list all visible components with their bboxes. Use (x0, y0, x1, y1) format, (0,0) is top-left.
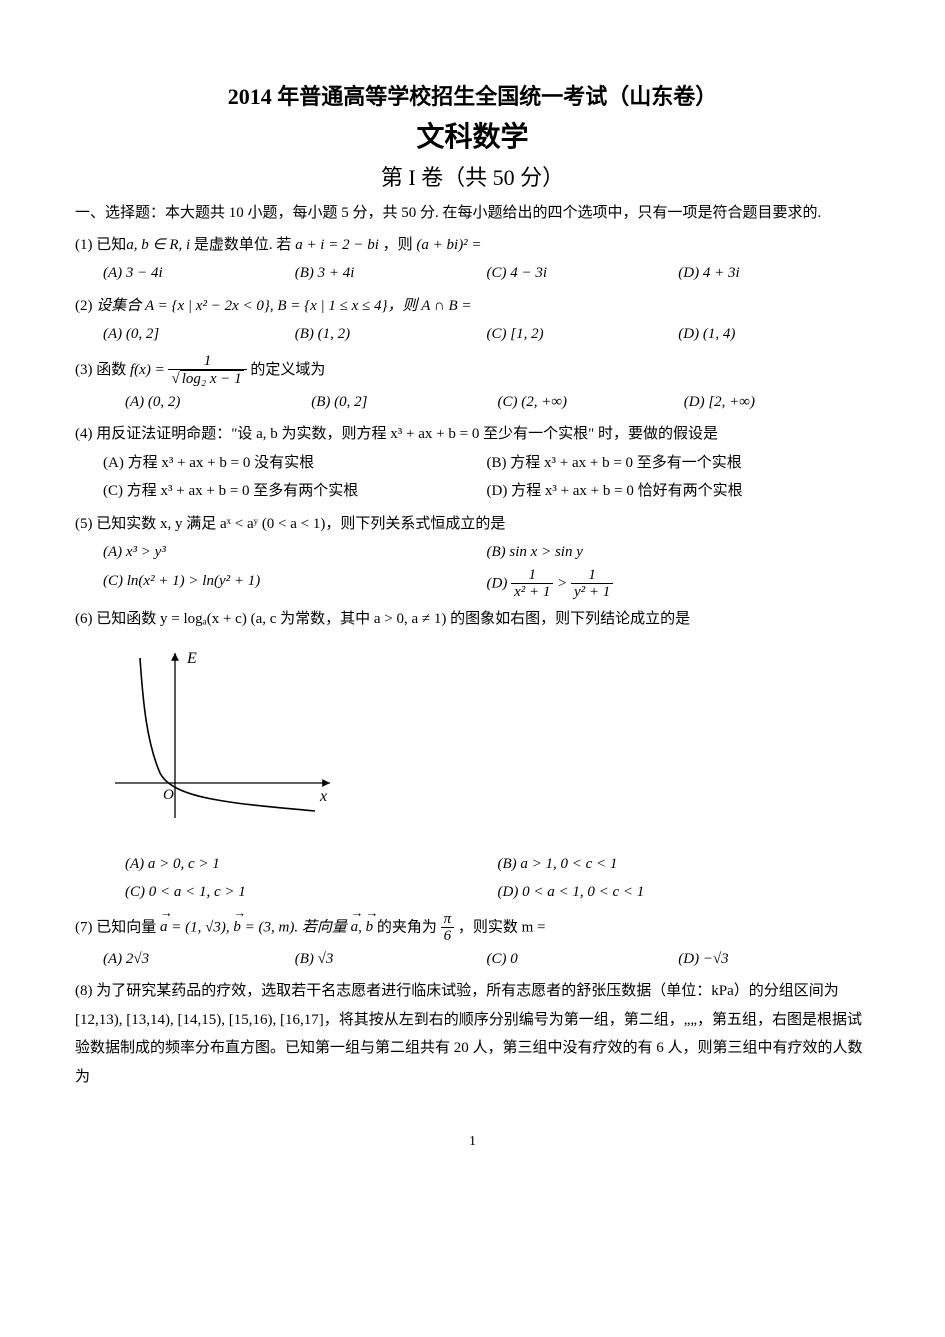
q7-stem-post: ，则实数 m = (458, 919, 546, 935)
question-3: (3) 函数 f(x) = 1 √log₂ x − 1 的定义域为 (A) (0… (75, 353, 870, 417)
q3-stem-pre: 函数 (96, 361, 126, 377)
exam-subject: 文科数学 (75, 117, 870, 159)
q7-opt-d: (D) −√3 (678, 945, 870, 974)
q1-opt-a: (A) 3 − 4i (103, 259, 295, 288)
q5-num: (5) (75, 516, 93, 532)
q7-opt-a: (A) 2√3 (103, 945, 295, 974)
section-intro: 一、选择题：本大题共 10 小题，每小题 5 分，共 50 分. 在每小题给出的… (75, 202, 870, 225)
question-1: (1) 已知a, b ∈ R, i 是虚数单位. 若 a + i = 2 − b… (75, 231, 870, 288)
q5-opt-a: (A) x³ > y³ (103, 538, 487, 567)
q2-opt-d: (D) (1, 4) (678, 320, 870, 349)
log-curve-figure: E x O (105, 643, 345, 833)
q7-stem-mid: 的夹角为 (377, 919, 437, 935)
origin-label: O (163, 787, 174, 803)
q7-frac-den: 6 (441, 928, 455, 945)
q7-stem-pre: 已知向量 (96, 919, 156, 935)
question-5: (5) 已知实数 x, y 满足 aˣ < aʸ (0 < a < 1)，则下列… (75, 510, 870, 601)
exam-title: 2014 年普通高等学校招生全国统一考试（山东卷） (75, 80, 870, 113)
question-8: (8) 为了研究某药品的疗效，选取若干名志愿者进行临床试验，所有志愿者的舒张压数… (75, 977, 870, 1091)
q1-opt-b: (B) 3 + 4i (295, 259, 487, 288)
q3-opt-b: (B) (0, 2] (311, 388, 497, 417)
q6-opt-d: (D) 0 < a < 1, 0 < c < 1 (498, 878, 871, 907)
q5-opt-d: (D) 1x² + 1 > 1y² + 1 (487, 567, 871, 601)
exam-section: 第 I 卷（共 50 分） (75, 161, 870, 194)
q4-stem: 用反证法证明命题："设 a, b 为实数，则方程 x³ + ax + b = 0… (96, 426, 718, 442)
question-7: (7) 已知向量 a = (1, √3), b = (3, m). 若向量 a,… (75, 911, 870, 974)
q1-stem-pre: 已知 (96, 237, 126, 253)
q3-stem-post: 的定义域为 (250, 361, 325, 377)
q5-d-f2d: y² + 1 (571, 584, 613, 601)
q6-opt-c: (C) 0 < a < 1, c > 1 (125, 878, 498, 907)
q1-opt-c: (C) 4 − 3i (487, 259, 679, 288)
q5-d-mid: > (557, 575, 571, 591)
q7-b-val: = (3, m). 若向量 (241, 919, 347, 935)
q7-num: (7) (75, 919, 93, 935)
q8-stem: 为了研究某药品的疗效，选取若干名志愿者进行临床试验，所有志愿者的舒张压数据（单位… (75, 983, 863, 1085)
q3-frac-num: 1 (168, 353, 246, 371)
q7-a-val: = (1, √3), (168, 919, 234, 935)
vector-a-2: a (351, 913, 359, 942)
q2-opt-c: (C) [1, 2) (487, 320, 679, 349)
q5-d-pre: (D) (487, 575, 512, 591)
q6-stem: 已知函数 y = logₐ(x + c) (a, c 为常数，其中 a > 0,… (96, 611, 690, 627)
q4-opt-c: (C) 方程 x³ + ax + b = 0 至多有两个实根 (103, 477, 487, 506)
q1-num: (1) (75, 237, 93, 253)
q6-opt-b: (B) a > 1, 0 < c < 1 (498, 850, 871, 879)
q6-num: (6) (75, 611, 93, 627)
question-2: (2) 设集合 A = {x | x² − 2x < 0}, B = {x | … (75, 292, 870, 349)
q1-stem-mid: 是虚数单位. 若 (194, 237, 292, 253)
vector-b-2: b (366, 913, 374, 942)
q2-opt-b: (B) (1, 2) (295, 320, 487, 349)
q7-opt-c: (C) 0 (487, 945, 679, 974)
q2-num: (2) (75, 298, 93, 314)
q1-eq1: a + i = 2 − bi (295, 237, 379, 253)
q5-d-f1d: x² + 1 (511, 584, 553, 601)
q7-frac-num: π (441, 911, 455, 929)
q6-opt-a: (A) a > 0, c > 1 (125, 850, 498, 879)
question-4: (4) 用反证法证明命题："设 a, b 为实数，则方程 x³ + ax + b… (75, 420, 870, 506)
q3-sqrt-body: log₂ x − 1 (180, 370, 244, 388)
q5-opt-b: (B) sin x > sin y (487, 538, 871, 567)
q3-opt-c: (C) (2, +∞) (498, 388, 684, 417)
q3-opt-d: (D) [2, +∞) (684, 388, 870, 417)
q5-stem: 已知实数 x, y 满足 aˣ < aʸ (0 < a < 1)，则下列关系式恒… (96, 516, 505, 532)
question-6: (6) 已知函数 y = logₐ(x + c) (a, c 为常数，其中 a … (75, 605, 870, 907)
q2-stem: 设集合 A = {x | x² − 2x < 0}, B = {x | 1 ≤ … (96, 298, 471, 314)
y-axis-label: E (186, 650, 197, 667)
q7-opt-b: (B) √3 (295, 945, 487, 974)
q4-num: (4) (75, 426, 93, 442)
q2-opt-a: (A) (0, 2] (103, 320, 295, 349)
vector-a-1: a (160, 913, 168, 942)
q1-stem-post: ，则 (383, 237, 413, 253)
q1-eq2: (a + bi)² = (416, 237, 481, 253)
q3-num: (3) (75, 361, 93, 377)
page-number: 1 (75, 1131, 870, 1152)
q1-cond: a, b ∈ R, i (126, 237, 190, 253)
q6-graph: E x O (105, 643, 870, 844)
q1-opt-d: (D) 4 + 3i (678, 259, 870, 288)
q3-frac-den: √log₂ x − 1 (168, 370, 246, 388)
q5-d-f1n: 1 (511, 567, 553, 585)
vector-b-1: b (233, 913, 241, 942)
x-axis-label: x (319, 788, 327, 805)
q5-opt-c: (C) ln(x² + 1) > ln(y² + 1) (103, 567, 487, 601)
q7-angle-frac: π 6 (441, 911, 455, 945)
q3-fn: f(x) = (130, 361, 165, 377)
q8-num: (8) (75, 983, 93, 999)
q4-opt-d: (D) 方程 x³ + ax + b = 0 恰好有两个实根 (487, 477, 871, 506)
q4-opt-a: (A) 方程 x³ + ax + b = 0 没有实根 (103, 449, 487, 478)
q3-opt-a: (A) (0, 2) (125, 388, 311, 417)
q3-fraction: 1 √log₂ x − 1 (168, 353, 246, 388)
q5-d-f2n: 1 (571, 567, 613, 585)
q4-opt-b: (B) 方程 x³ + ax + b = 0 至多有一个实根 (487, 449, 871, 478)
